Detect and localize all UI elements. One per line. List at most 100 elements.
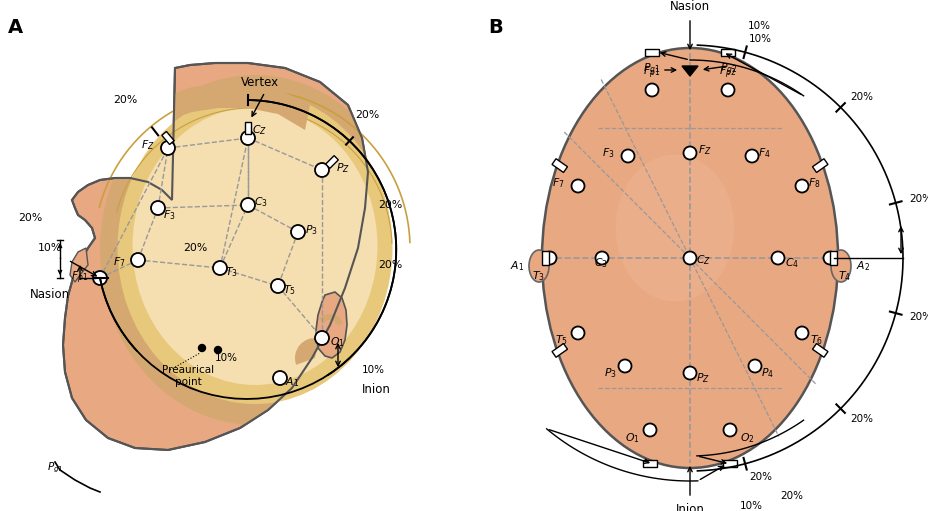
Text: $F_Z$: $F_Z$ bbox=[697, 143, 711, 157]
Text: 10%: 10% bbox=[748, 34, 771, 44]
Text: $O_1$: $O_1$ bbox=[625, 431, 639, 445]
Circle shape bbox=[683, 366, 696, 380]
Circle shape bbox=[748, 360, 761, 373]
Circle shape bbox=[131, 253, 145, 267]
Text: 20%: 20% bbox=[850, 92, 872, 103]
Text: 10%: 10% bbox=[747, 21, 770, 31]
Text: $F_7$: $F_7$ bbox=[113, 255, 126, 269]
Text: Inion: Inion bbox=[362, 383, 391, 397]
Circle shape bbox=[683, 147, 696, 159]
Circle shape bbox=[571, 327, 584, 339]
Text: $C_Z$: $C_Z$ bbox=[695, 253, 710, 267]
Text: $T_6$: $T_6$ bbox=[809, 333, 822, 347]
Circle shape bbox=[315, 331, 329, 345]
Polygon shape bbox=[316, 292, 347, 358]
Text: $P_Z$: $P_Z$ bbox=[336, 161, 350, 175]
Circle shape bbox=[794, 179, 807, 193]
Text: $C_4$: $C_4$ bbox=[784, 256, 798, 270]
Circle shape bbox=[214, 346, 221, 354]
Circle shape bbox=[315, 163, 329, 177]
Polygon shape bbox=[812, 159, 827, 173]
Text: $F_3$: $F_3$ bbox=[162, 208, 175, 222]
Polygon shape bbox=[63, 63, 367, 450]
Text: $P_4$: $P_4$ bbox=[760, 366, 773, 380]
Circle shape bbox=[273, 371, 287, 385]
Text: $F_8$: $F_8$ bbox=[807, 176, 819, 190]
Circle shape bbox=[794, 327, 807, 339]
Circle shape bbox=[645, 83, 658, 97]
Text: $T_4$: $T_4$ bbox=[837, 269, 850, 283]
Text: Vertex: Vertex bbox=[240, 76, 278, 88]
Polygon shape bbox=[326, 156, 338, 168]
Circle shape bbox=[271, 279, 285, 293]
Circle shape bbox=[744, 150, 757, 162]
Text: A: A bbox=[8, 18, 23, 37]
Text: $F_{p1}$: $F_{p1}$ bbox=[71, 270, 88, 286]
Circle shape bbox=[621, 150, 634, 162]
Text: $F_{p2}$: $F_{p2}$ bbox=[718, 65, 736, 81]
Ellipse shape bbox=[133, 107, 377, 385]
Text: 20%: 20% bbox=[850, 413, 872, 424]
Text: $O_2$: $O_2$ bbox=[740, 431, 754, 445]
Text: B: B bbox=[487, 18, 502, 37]
Text: 10%: 10% bbox=[38, 243, 62, 253]
Text: 20%: 20% bbox=[748, 472, 771, 482]
Text: 20%: 20% bbox=[378, 260, 402, 270]
Text: $F_4$: $F_4$ bbox=[757, 146, 770, 160]
Text: 20%: 20% bbox=[909, 312, 928, 322]
Text: $P_{g1}$: $P_{g1}$ bbox=[642, 62, 659, 78]
Ellipse shape bbox=[100, 75, 409, 425]
Polygon shape bbox=[542, 251, 548, 265]
Polygon shape bbox=[830, 251, 837, 265]
Text: $P_{g2}$: $P_{g2}$ bbox=[719, 62, 737, 78]
Text: 20%: 20% bbox=[378, 200, 402, 210]
Circle shape bbox=[290, 225, 304, 239]
Circle shape bbox=[161, 141, 174, 155]
Circle shape bbox=[643, 424, 656, 436]
Text: 20%: 20% bbox=[18, 213, 42, 223]
Text: $P_3$: $P_3$ bbox=[603, 366, 616, 380]
Polygon shape bbox=[642, 460, 656, 468]
Text: $F_{p1}$: $F_{p1}$ bbox=[643, 65, 660, 81]
Circle shape bbox=[151, 201, 165, 215]
Polygon shape bbox=[551, 159, 567, 173]
Polygon shape bbox=[644, 49, 658, 56]
Text: 20%: 20% bbox=[183, 243, 207, 253]
Text: 20%: 20% bbox=[354, 110, 379, 120]
Ellipse shape bbox=[831, 250, 850, 282]
Circle shape bbox=[618, 360, 631, 373]
Text: 10%: 10% bbox=[740, 501, 762, 511]
Text: $F_3$: $F_3$ bbox=[602, 146, 614, 160]
Polygon shape bbox=[174, 84, 310, 130]
Text: 10%: 10% bbox=[214, 353, 238, 363]
Circle shape bbox=[822, 251, 835, 265]
Polygon shape bbox=[551, 343, 567, 357]
Text: $P_{g1}$: $P_{g1}$ bbox=[46, 461, 63, 475]
Text: $P_3$: $P_3$ bbox=[304, 223, 317, 237]
Circle shape bbox=[770, 251, 783, 265]
Polygon shape bbox=[720, 49, 734, 56]
Text: 20%: 20% bbox=[113, 95, 137, 105]
Circle shape bbox=[595, 251, 608, 265]
Polygon shape bbox=[70, 248, 88, 282]
Text: $P_Z$: $P_Z$ bbox=[695, 371, 709, 385]
Text: $T_5$: $T_5$ bbox=[283, 283, 295, 297]
Circle shape bbox=[571, 179, 584, 193]
Text: $O_1$: $O_1$ bbox=[329, 335, 344, 349]
Text: 10%: 10% bbox=[362, 365, 384, 375]
Wedge shape bbox=[295, 338, 318, 365]
Circle shape bbox=[723, 424, 736, 436]
Text: $T_3$: $T_3$ bbox=[532, 269, 545, 283]
Ellipse shape bbox=[528, 250, 548, 282]
Circle shape bbox=[721, 83, 734, 97]
Text: $A_1$: $A_1$ bbox=[285, 375, 299, 389]
Text: $F_7$: $F_7$ bbox=[552, 176, 564, 190]
Polygon shape bbox=[681, 66, 697, 76]
Text: 20%: 20% bbox=[780, 491, 802, 501]
Text: point: point bbox=[174, 377, 201, 387]
Text: $C_3$: $C_3$ bbox=[594, 256, 607, 270]
Ellipse shape bbox=[541, 48, 837, 468]
Polygon shape bbox=[161, 131, 174, 145]
Circle shape bbox=[199, 344, 205, 352]
Text: $T_3$: $T_3$ bbox=[225, 265, 238, 279]
